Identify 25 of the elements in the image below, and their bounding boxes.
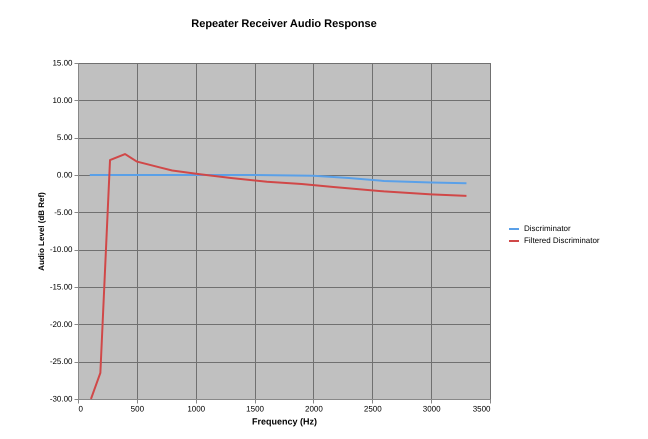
x-axis-title: Frequency (Hz)	[252, 416, 318, 426]
legend-label: Filtered Discriminator	[524, 236, 600, 245]
line-series	[90, 153, 468, 400]
x-tick-label: 2000	[305, 404, 324, 414]
line-series	[88, 174, 468, 184]
y-axis-title: Audio Level (dB Ref)	[36, 192, 46, 271]
legend-label: Discriminator	[524, 224, 572, 233]
y-tick-label: -5.00	[54, 208, 74, 217]
x-tick-label: 2500	[364, 404, 382, 414]
x-tick-label: 0	[78, 404, 84, 414]
x-tick-label: 1500	[246, 404, 265, 414]
y-tick-label: -15.00	[50, 282, 74, 292]
x-tick-label: 3500	[472, 404, 492, 414]
y-tick-label: -20.00	[50, 320, 74, 329]
y-tick-label: -30.00	[50, 394, 74, 404]
y-tick-label: -25.00	[50, 357, 74, 366]
y-tick-label: 0.00	[56, 170, 74, 180]
x-tick-label: 3000	[422, 404, 442, 414]
x-tick-label: 500	[130, 404, 145, 414]
x-tick-label: 1000	[187, 404, 206, 414]
y-tick-label: 10.00	[52, 96, 74, 105]
y-tick-label: -10.00	[50, 245, 74, 254]
y-tick-label: 5.00	[56, 133, 74, 142]
chart-title: Repeater Receiver Audio Response	[191, 18, 377, 30]
y-tick-label: 15.00	[52, 58, 74, 68]
